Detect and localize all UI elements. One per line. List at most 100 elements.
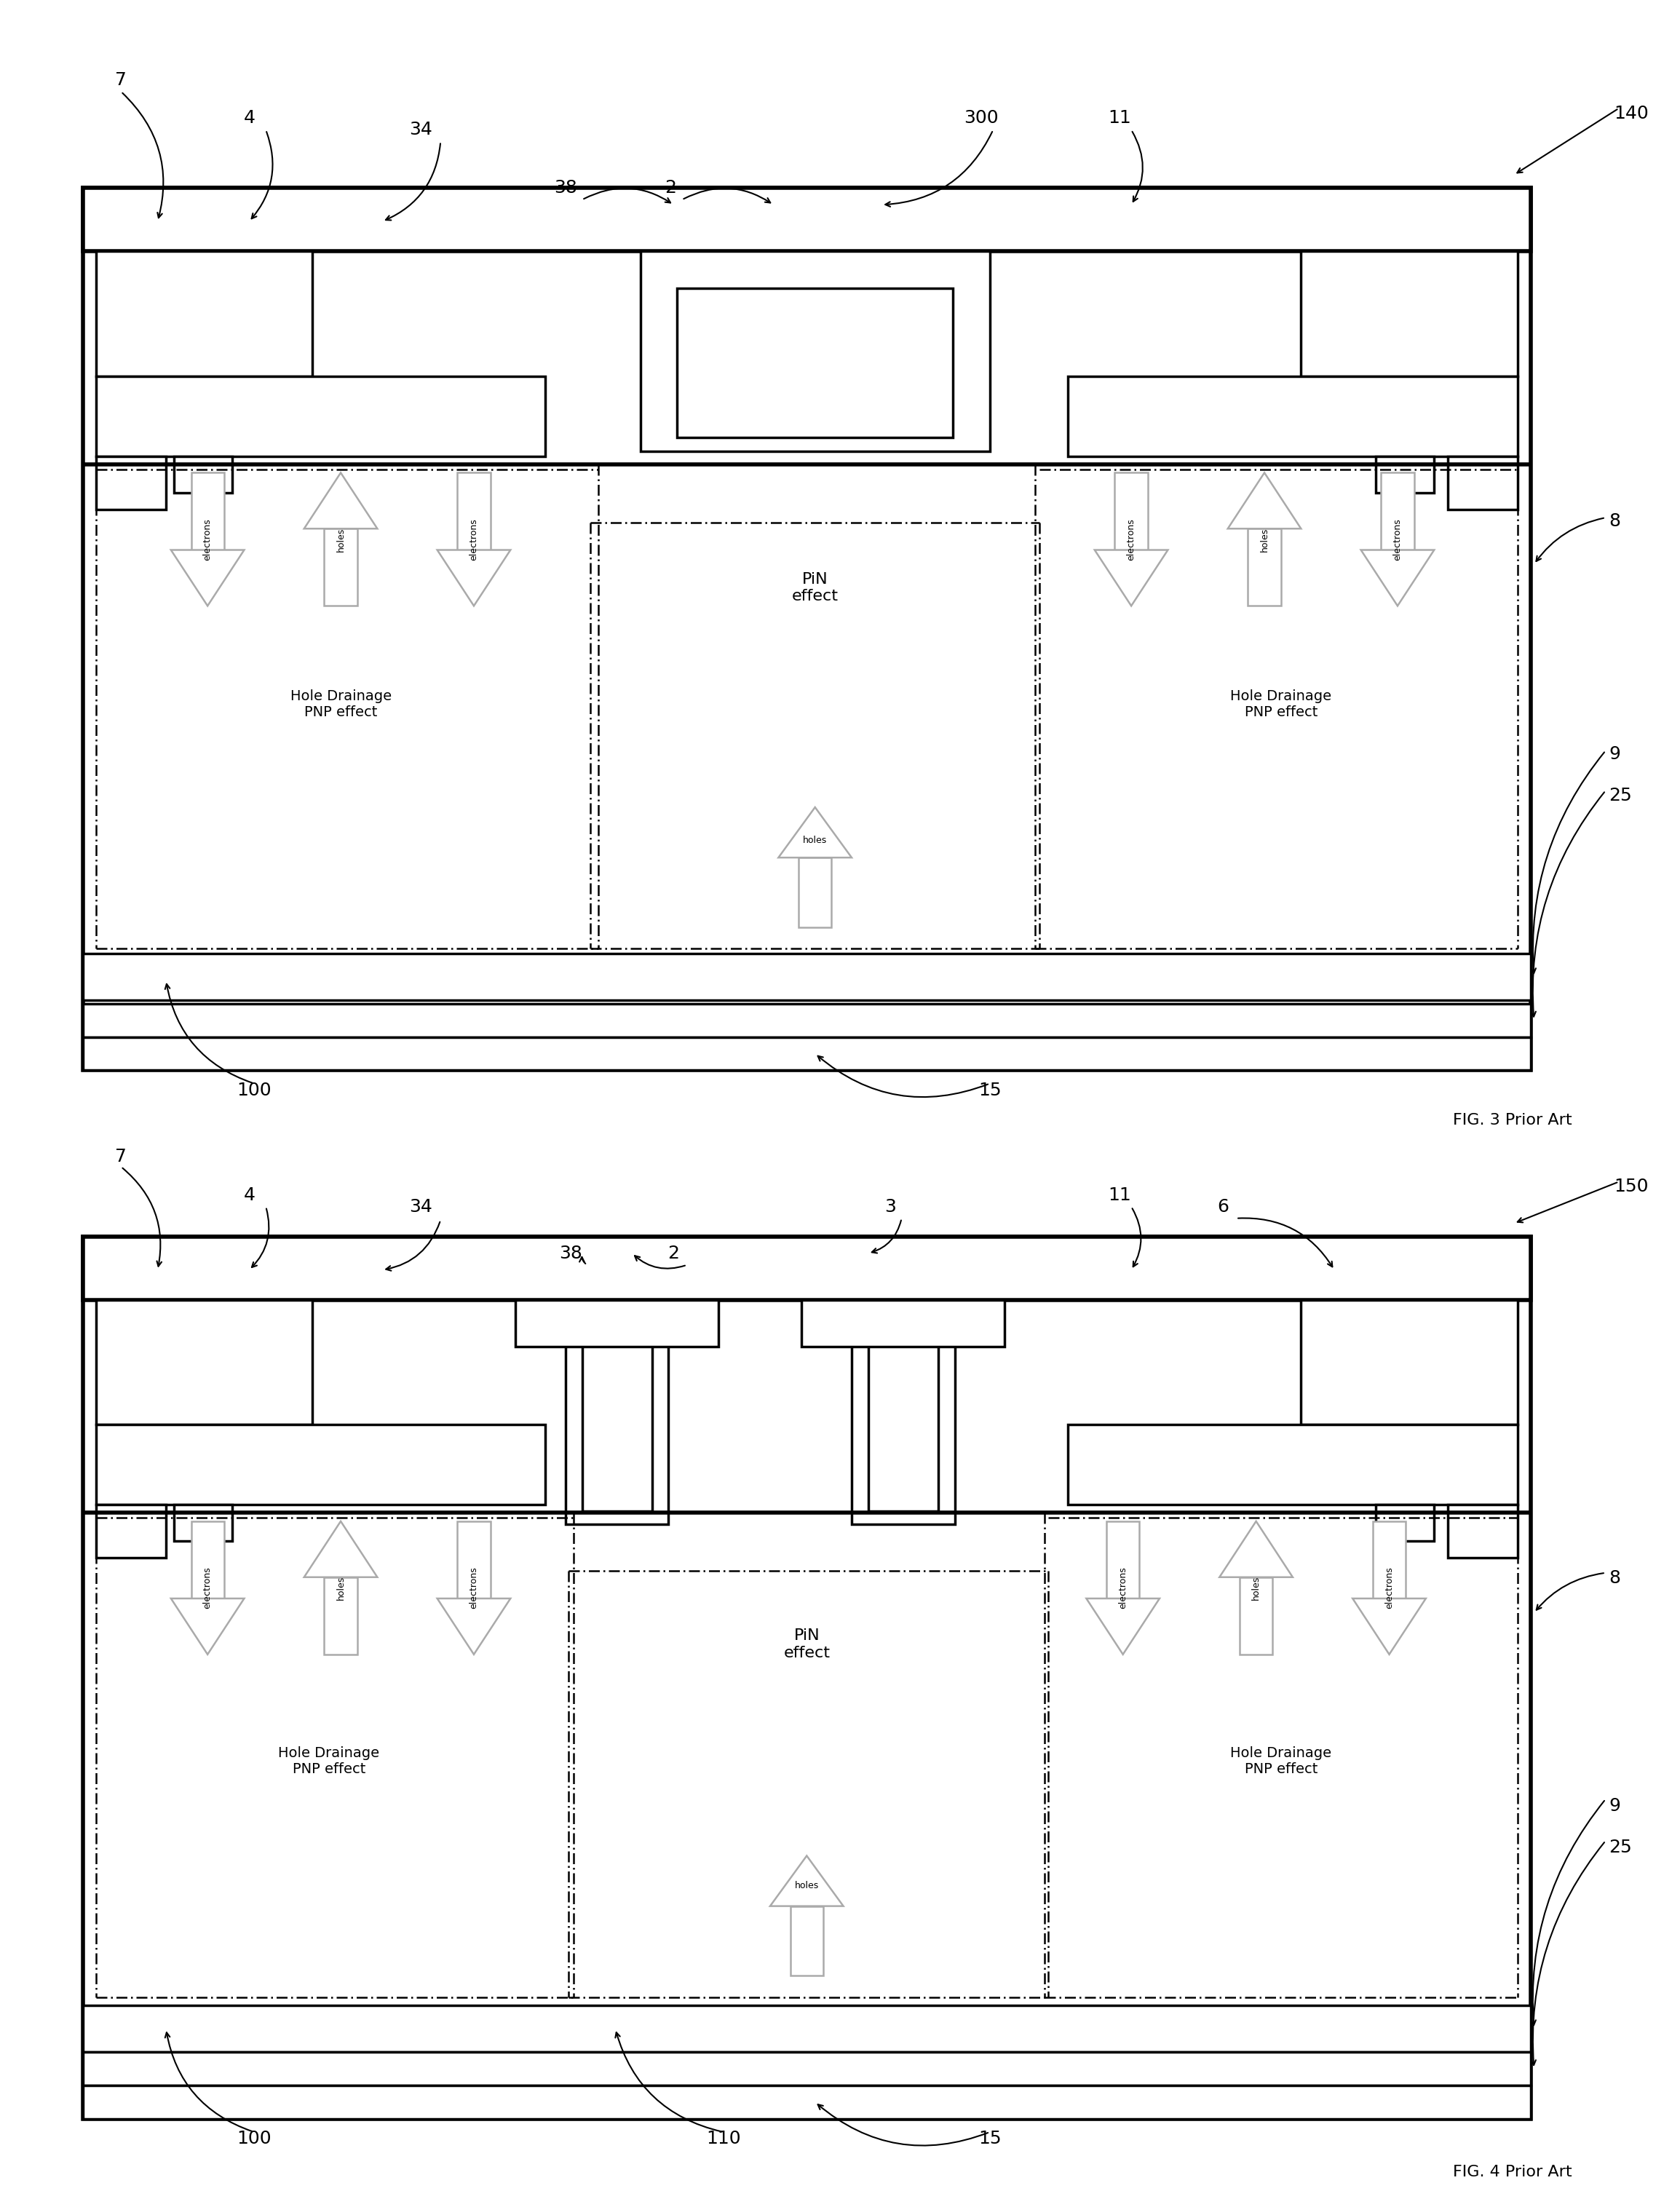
- Text: 4: 4: [244, 110, 255, 128]
- Text: 4: 4: [244, 1187, 255, 1203]
- Text: electrons: electrons: [203, 1567, 212, 1609]
- Bar: [798, 859, 832, 927]
- Text: FIG. 4 Prior Art: FIG. 4 Prior Art: [1453, 2165, 1572, 2178]
- Text: electrons: electrons: [1384, 1567, 1394, 1609]
- Text: Hole Drainage
PNP effect: Hole Drainage PNP effect: [291, 689, 391, 719]
- Text: 100: 100: [237, 1081, 272, 1099]
- Text: holes: holes: [1260, 527, 1268, 552]
- Text: 9: 9: [1609, 1796, 1621, 1814]
- Bar: [96, 1505, 166, 1558]
- Text: holes: holes: [336, 1576, 346, 1600]
- Text: 150: 150: [1614, 1179, 1648, 1196]
- Bar: [82, 1236, 1530, 2119]
- Text: electrons: electrons: [469, 1567, 479, 1609]
- Bar: [1381, 472, 1415, 550]
- Text: electrons: electrons: [1127, 519, 1136, 561]
- Text: 140: 140: [1614, 104, 1648, 121]
- Text: 2: 2: [667, 1245, 679, 1262]
- Bar: [1240, 1578, 1272, 1655]
- Bar: [96, 457, 166, 510]
- Bar: [324, 1578, 358, 1655]
- Bar: [82, 1037, 1530, 1070]
- Bar: [82, 188, 1530, 1070]
- Bar: [1116, 472, 1147, 550]
- Bar: [801, 1300, 1005, 1346]
- Bar: [82, 2006, 1530, 2053]
- Bar: [175, 1505, 232, 1540]
- Text: 3: 3: [884, 1198, 895, 1216]
- Bar: [677, 287, 953, 437]
- Text: holes: holes: [803, 836, 827, 845]
- Polygon shape: [1361, 550, 1435, 607]
- Text: 38: 38: [559, 1245, 581, 1262]
- Text: electrons: electrons: [469, 519, 479, 561]
- Bar: [96, 375, 546, 457]
- Bar: [82, 1004, 1530, 1037]
- Bar: [175, 457, 232, 492]
- Text: 300: 300: [964, 110, 1000, 128]
- Bar: [869, 1311, 937, 1512]
- Bar: [1376, 457, 1435, 492]
- Bar: [852, 1300, 954, 1525]
- Bar: [96, 1426, 546, 1505]
- Text: 100: 100: [237, 2130, 272, 2147]
- Polygon shape: [1220, 1521, 1292, 1578]
- Text: 38: 38: [554, 179, 576, 196]
- Text: PiN
effect: PiN effect: [791, 572, 838, 603]
- Text: Hole Drainage
PNP effect: Hole Drainage PNP effect: [1230, 1746, 1332, 1777]
- Bar: [566, 1300, 669, 1525]
- Polygon shape: [437, 1598, 511, 1655]
- Bar: [82, 2086, 1530, 2119]
- Text: 11: 11: [1109, 110, 1131, 128]
- Bar: [1300, 252, 1517, 375]
- Text: 34: 34: [408, 121, 432, 139]
- Text: holes: holes: [1252, 1576, 1260, 1600]
- Polygon shape: [1095, 550, 1168, 607]
- Bar: [457, 472, 491, 550]
- Bar: [82, 1236, 1530, 1300]
- Bar: [1300, 1300, 1517, 1426]
- Text: 2: 2: [664, 179, 675, 196]
- Polygon shape: [171, 550, 244, 607]
- Bar: [1448, 457, 1517, 510]
- Text: holes: holes: [336, 527, 346, 552]
- Bar: [1448, 1505, 1517, 1558]
- Text: 8: 8: [1609, 512, 1621, 530]
- Text: 8: 8: [1609, 1569, 1621, 1587]
- Text: 6: 6: [1216, 1198, 1228, 1216]
- Bar: [1068, 1426, 1517, 1505]
- Bar: [324, 530, 358, 607]
- Bar: [790, 1907, 823, 1975]
- Polygon shape: [769, 1856, 843, 1907]
- Text: PiN
effect: PiN effect: [783, 1629, 830, 1660]
- Bar: [581, 1311, 652, 1512]
- Text: Hole Drainage
PNP effect: Hole Drainage PNP effect: [279, 1746, 380, 1777]
- Bar: [1373, 1521, 1406, 1598]
- Polygon shape: [437, 550, 511, 607]
- Bar: [96, 252, 312, 375]
- Polygon shape: [304, 1521, 378, 1578]
- Text: 11: 11: [1109, 1187, 1131, 1203]
- Text: electrons: electrons: [1393, 519, 1403, 561]
- Bar: [1248, 530, 1280, 607]
- Polygon shape: [1352, 1598, 1426, 1655]
- Bar: [82, 188, 1530, 252]
- Text: 7: 7: [116, 1148, 126, 1165]
- Bar: [640, 252, 990, 450]
- Text: 15: 15: [978, 1081, 1001, 1099]
- Bar: [1107, 1521, 1139, 1598]
- Polygon shape: [304, 472, 378, 530]
- Polygon shape: [1228, 472, 1300, 530]
- Bar: [516, 1300, 719, 1346]
- Text: 25: 25: [1609, 788, 1631, 803]
- Text: 9: 9: [1609, 746, 1621, 764]
- Text: FIG. 3 Prior Art: FIG. 3 Prior Art: [1453, 1112, 1572, 1128]
- Bar: [82, 953, 1530, 1000]
- Text: holes: holes: [795, 1880, 818, 1891]
- Bar: [96, 1300, 312, 1426]
- Text: electrons: electrons: [1119, 1567, 1127, 1609]
- Bar: [1068, 375, 1517, 457]
- Bar: [1376, 1505, 1435, 1540]
- Text: electrons: electrons: [203, 519, 212, 561]
- Polygon shape: [778, 808, 852, 859]
